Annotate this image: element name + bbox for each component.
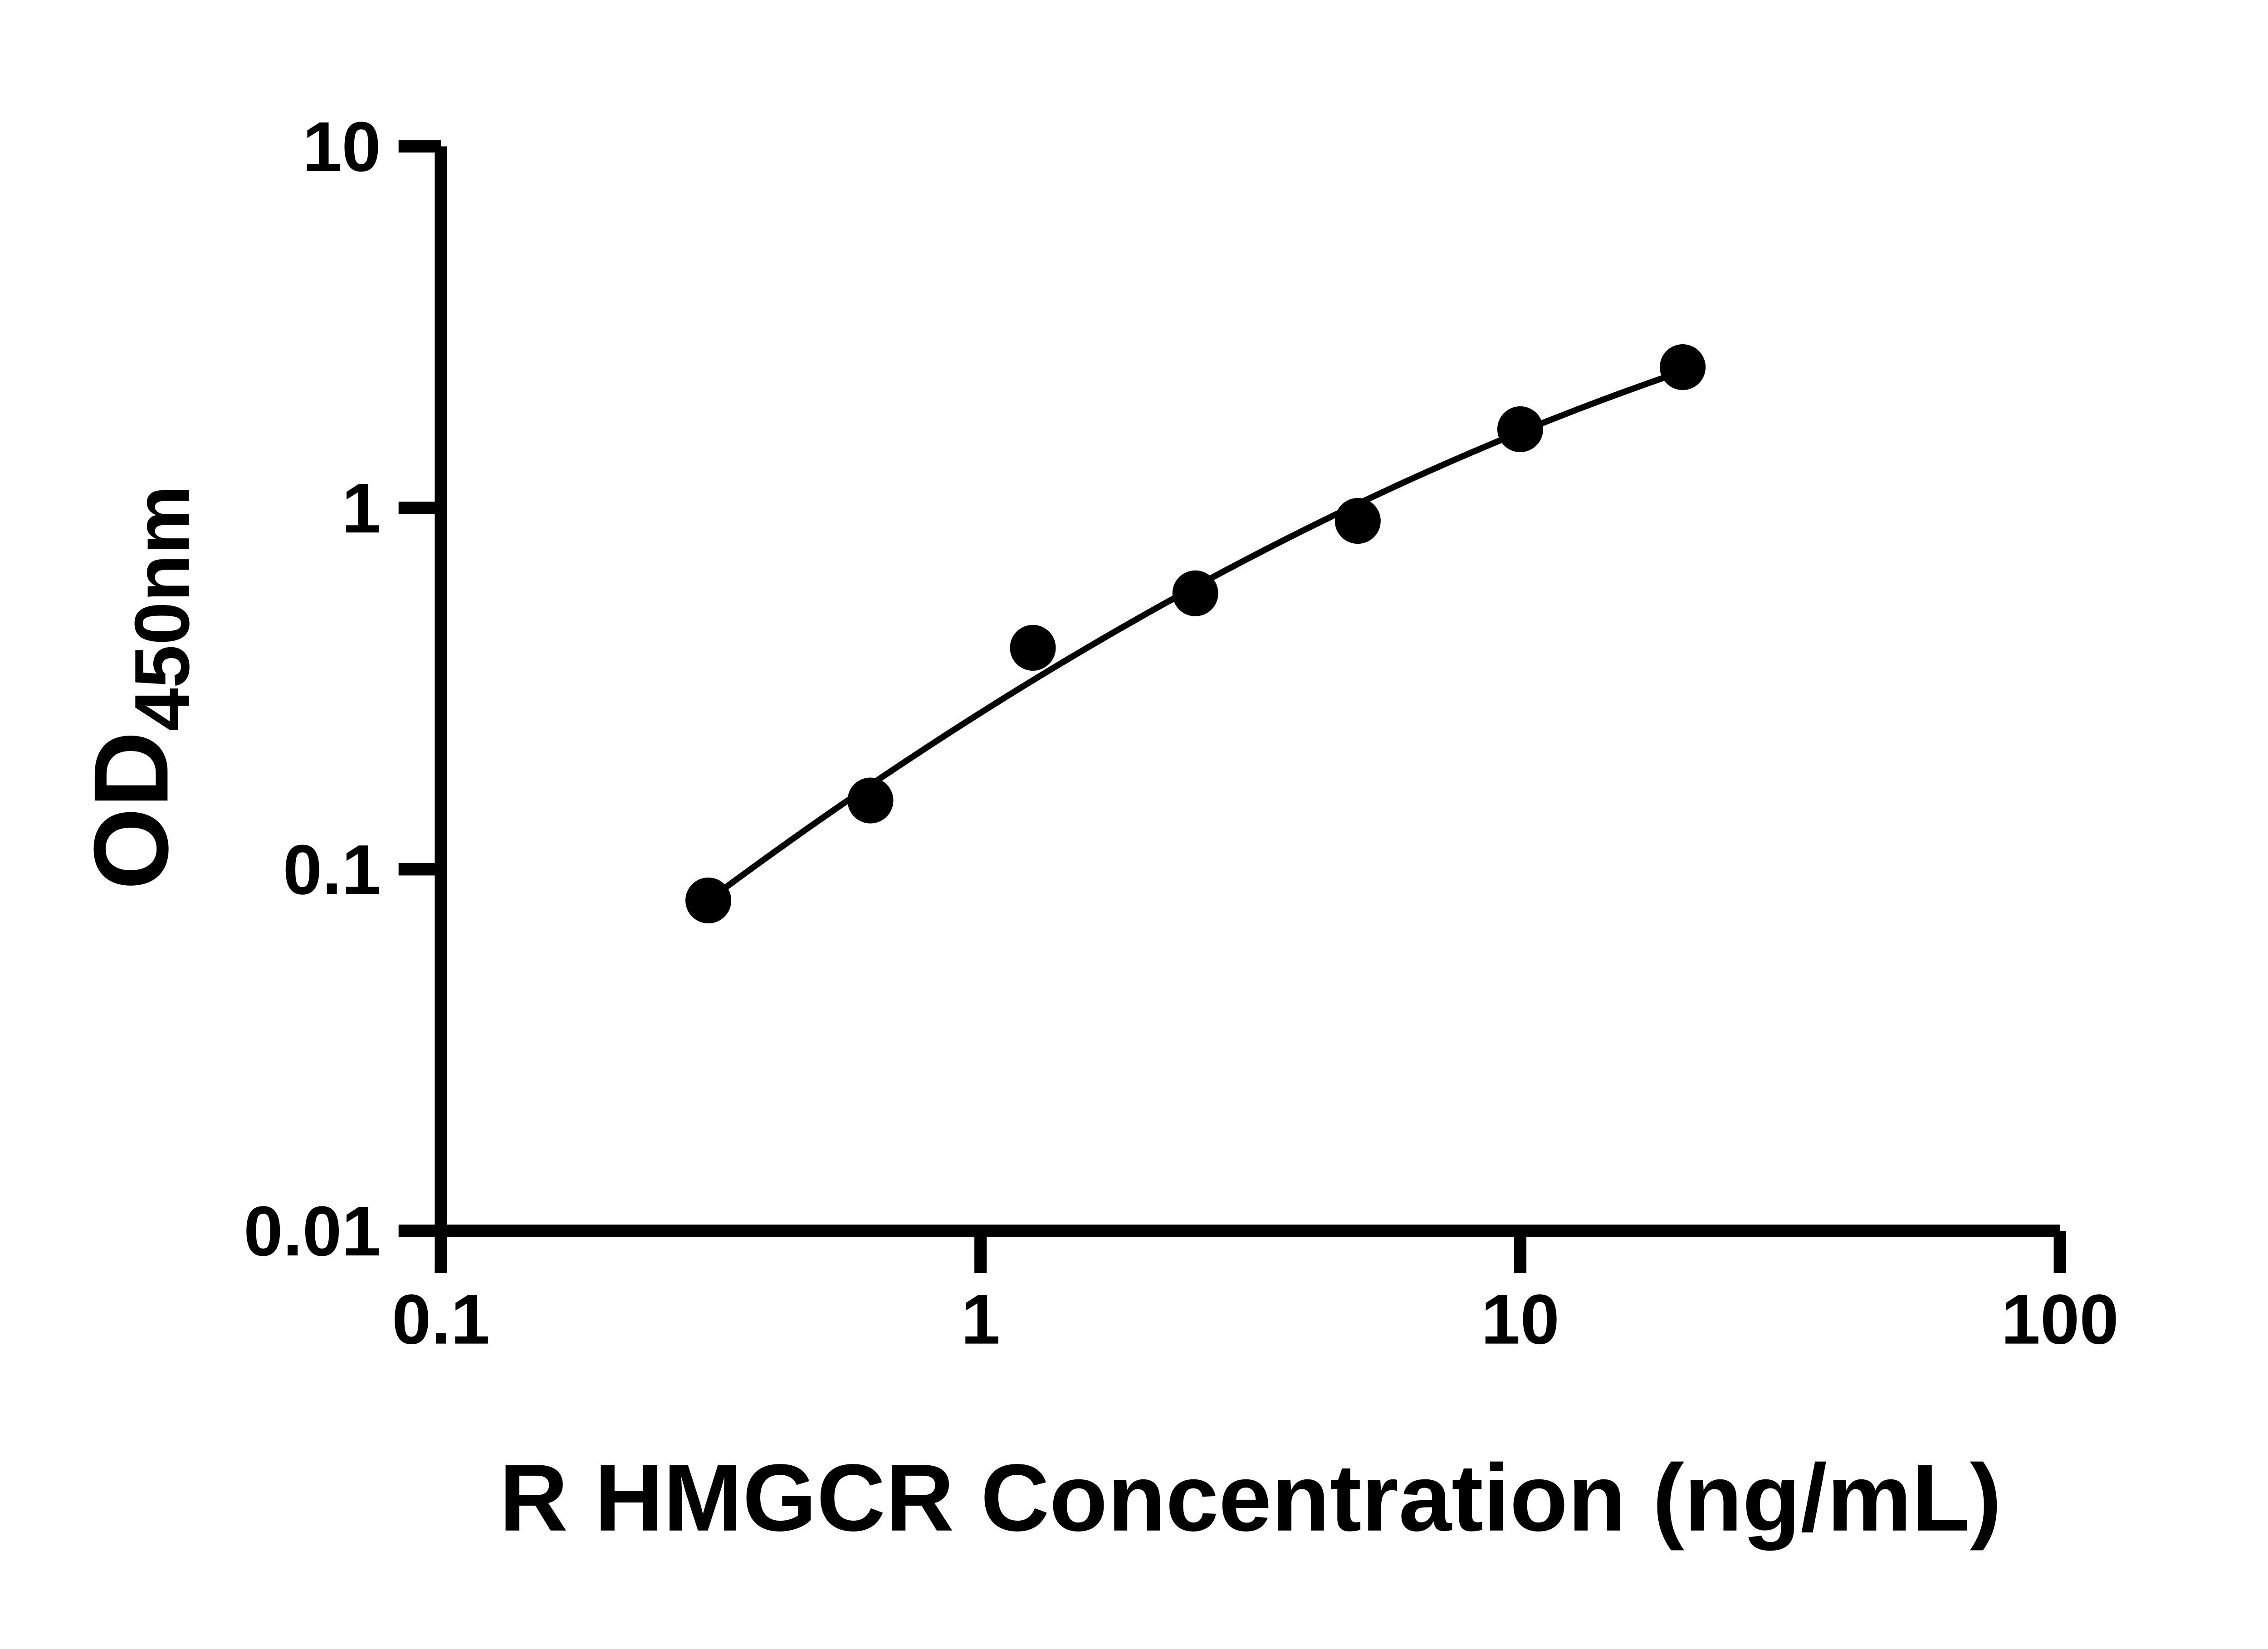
chart-canvas: 0.1 1 10 100 0.01 0.1 1 10 R HMGCR Concentratio… (72, 107, 2119, 1551)
axis-spines (435, 146, 2060, 1237)
data-point (685, 877, 732, 924)
axes (435, 146, 2060, 1237)
y-axis-title-sub: 450nm (119, 485, 205, 731)
y-axis-title-main: OD (72, 731, 190, 890)
data-point (1497, 406, 1544, 452)
data-point (1660, 344, 1706, 390)
y-axis-title: OD450nm (72, 485, 205, 890)
y-tick-label: 10 (303, 107, 381, 186)
x-tick-label: 0.1 (392, 1280, 490, 1359)
data-point (847, 777, 894, 824)
y-tick-label: 0.01 (244, 1191, 381, 1270)
data-points (685, 344, 1706, 924)
data-point (1334, 498, 1381, 544)
x-tick-label: 10 (1481, 1280, 1559, 1359)
y-tick-label: 1 (342, 468, 381, 547)
data-point (1172, 570, 1218, 616)
data-point (1010, 624, 1056, 671)
x-axis-title: R HMGCR Concentration (ng/mL) (499, 1445, 2002, 1551)
x-tick-label: 100 (2001, 1280, 2118, 1359)
y-tick-label: 0.1 (283, 830, 381, 909)
fit-line-layer (695, 366, 1691, 911)
fit-line (695, 366, 1691, 911)
x-tick-label: 1 (961, 1280, 1000, 1359)
tick-marks (398, 140, 2066, 1273)
